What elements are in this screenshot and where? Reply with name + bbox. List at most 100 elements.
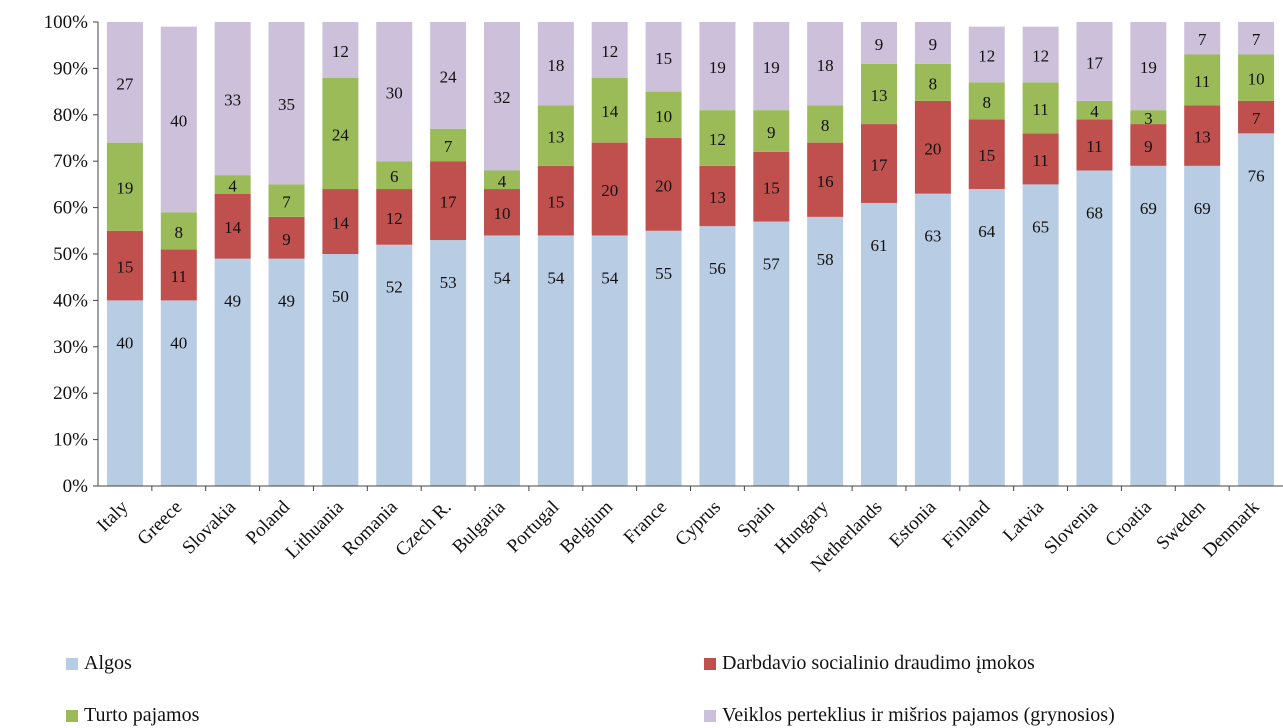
bar-segment-finland-s2 [968, 82, 1005, 120]
data-label-belgium-s3: 12 [601, 42, 618, 61]
bar-segment-bulgaria-s3 [483, 22, 520, 171]
bar-segment-slovenia-s0 [1076, 170, 1113, 487]
bar-segment-czech-r-s0 [430, 240, 467, 486]
bar-segment-finland-s1 [968, 119, 1005, 190]
y-tick-label: 20% [53, 383, 88, 404]
data-label-finland-s2: 8 [983, 93, 992, 112]
data-label-poland-s0: 49 [278, 292, 295, 311]
bar-segment-croatia-s1 [1130, 124, 1167, 166]
bar-segment-estonia-s1 [914, 100, 951, 194]
data-label-denmark-s3: 7 [1252, 30, 1261, 49]
bar-segment-finland-s3 [968, 26, 1005, 83]
bar-segment-sweden-s2 [1184, 54, 1221, 106]
bar-segment-greece-s2 [160, 212, 197, 250]
data-label-croatia-s1: 9 [1144, 137, 1153, 156]
data-label-croatia-s2: 3 [1144, 109, 1153, 128]
bar-segment-estonia-s3 [914, 22, 951, 64]
data-label-portugal-s3: 18 [547, 56, 564, 75]
bar-segment-slovenia-s2 [1076, 100, 1113, 120]
x-tick-label-slovakia: Slovakia [178, 496, 240, 558]
bar-segment-poland-s2 [268, 184, 305, 217]
data-label-poland-s2: 7 [282, 193, 291, 212]
data-label-czech-r-s2: 7 [444, 137, 453, 156]
data-label-czech-r-s3: 24 [440, 67, 458, 86]
data-label-estonia-s2: 8 [929, 74, 938, 93]
data-label-lithuania-s0: 50 [332, 287, 349, 306]
bar-segment-lithuania-s0 [322, 254, 359, 486]
data-label-netherlands-s0: 61 [871, 236, 888, 255]
bar-segment-portugal-s2 [537, 105, 574, 166]
bar-segment-bulgaria-s0 [483, 235, 520, 486]
bar-segment-bulgaria-s2 [483, 170, 520, 190]
y-tick-label: 70% [53, 151, 88, 172]
data-label-slovakia-s1: 14 [224, 218, 242, 237]
bar-segment-romania-s0 [376, 244, 413, 486]
bar-segment-romania-s2 [376, 161, 413, 190]
y-tick-label: 0% [63, 476, 89, 497]
bar-segment-romania-s3 [376, 22, 413, 162]
bar-segment-sweden-s3 [1184, 22, 1221, 55]
data-label-sweden-s3: 7 [1198, 30, 1207, 49]
data-label-poland-s3: 35 [278, 95, 295, 114]
bar-segment-belgium-s0 [591, 235, 628, 486]
data-label-czech-r-s0: 53 [440, 273, 457, 292]
bar-segment-poland-s3 [268, 22, 305, 185]
data-label-hungary-s3: 18 [817, 56, 834, 75]
data-label-latvia-s3: 12 [1032, 46, 1049, 65]
data-label-slovakia-s0: 49 [224, 292, 241, 311]
data-label-slovenia-s2: 4 [1090, 102, 1099, 121]
data-label-italy-s3: 27 [116, 74, 134, 93]
data-label-portugal-s1: 15 [547, 193, 564, 212]
bar-segment-denmark-s0 [1238, 133, 1275, 487]
bar-segment-estonia-s0 [914, 193, 951, 486]
data-label-netherlands-s2: 13 [871, 86, 888, 105]
data-label-croatia-s0: 69 [1140, 199, 1157, 218]
data-label-italy-s1: 15 [116, 258, 133, 277]
y-tick-label: 80% [53, 105, 88, 126]
data-label-finland-s1: 15 [978, 146, 995, 165]
data-label-latvia-s0: 65 [1032, 217, 1049, 236]
data-label-cyprus-s2: 12 [709, 130, 726, 149]
data-label-lithuania-s1: 14 [332, 214, 350, 233]
data-label-slovakia-s2: 4 [228, 176, 237, 195]
data-label-spain-s1: 15 [763, 179, 780, 198]
data-label-denmark-s1: 7 [1252, 109, 1261, 128]
data-label-bulgaria-s2: 4 [498, 172, 507, 191]
bar-segment-romania-s1 [376, 189, 413, 245]
data-label-poland-s1: 9 [282, 230, 291, 249]
data-label-hungary-s0: 58 [817, 250, 834, 269]
data-label-greece-s2: 8 [175, 223, 184, 242]
data-label-italy-s2: 19 [116, 179, 133, 198]
y-tick-label: 100% [44, 12, 89, 33]
data-label-belgium-s2: 14 [601, 102, 619, 121]
bar-segment-denmark-s1 [1238, 100, 1275, 134]
data-label-czech-r-s1: 17 [440, 193, 458, 212]
data-label-spain-s2: 9 [767, 123, 776, 142]
y-tick-label: 60% [53, 198, 88, 219]
bar-segment-hungary-s3 [807, 22, 844, 106]
bar-segment-lithuania-s2 [322, 77, 359, 190]
data-label-estonia-s0: 63 [924, 227, 941, 246]
data-label-lithuania-s2: 24 [332, 125, 350, 144]
y-tick-label: 40% [53, 290, 88, 311]
bar-segment-cyprus-s3 [699, 22, 736, 111]
data-label-romania-s2: 6 [390, 167, 399, 186]
bar-segment-latvia-s3 [1022, 26, 1059, 83]
data-label-denmark-s0: 76 [1248, 166, 1265, 185]
bar-segment-denmark-s3 [1238, 22, 1275, 55]
data-label-romania-s0: 52 [386, 278, 403, 297]
data-label-bulgaria-s1: 10 [493, 204, 510, 223]
data-label-belgium-s1: 20 [601, 181, 618, 200]
bar-segment-latvia-s0 [1022, 184, 1059, 486]
bar-segment-france-s0 [645, 230, 682, 486]
x-tick-label-finland: Finland [938, 496, 994, 552]
data-label-sweden-s0: 69 [1194, 199, 1211, 218]
bar-segment-hungary-s2 [807, 105, 844, 143]
x-tick-label-italy: Italy [93, 496, 133, 536]
bar-segment-netherlands-s2 [861, 63, 898, 125]
bar-segment-greece-s0 [160, 300, 197, 486]
bar-segment-finland-s0 [968, 189, 1005, 487]
bar-segment-croatia-s3 [1130, 22, 1167, 111]
data-label-bulgaria-s0: 54 [493, 268, 511, 287]
